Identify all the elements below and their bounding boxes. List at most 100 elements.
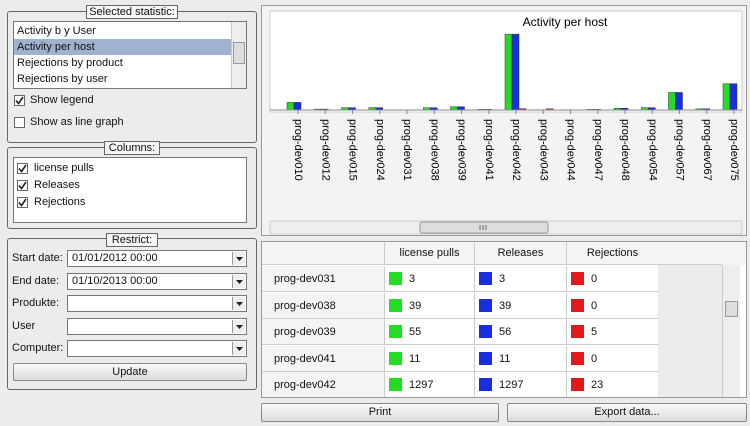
dropdown-arrow[interactable] [232,319,245,333]
bar [722,83,731,111]
color-swatch [389,325,402,338]
checkbox[interactable] [17,163,28,174]
bar [293,102,302,111]
column-label: Rejections [34,196,86,208]
x-tick-label: prog-dev038 [428,119,440,181]
bar [675,92,683,111]
table-cell: 1297 [384,372,474,397]
cell-value: 0 [591,273,598,285]
group-title: Restrict: [106,233,158,247]
scroll-thumb[interactable] [725,301,738,317]
row-header: prog-dev031 [262,266,384,292]
x-tick-label: prog-dev012 [319,119,331,181]
header-filler [722,242,746,265]
cell-value: 1297 [409,379,434,391]
bar [729,83,738,111]
field-label: Produkte: [12,297,60,309]
table-cell: 11 [474,345,566,372]
dropdown-arrow[interactable] [232,252,245,265]
scroll-thumb[interactable] [419,221,549,234]
checkbox[interactable] [17,180,28,191]
cell-value: 11 [499,352,511,365]
combo-box[interactable]: 01/10/2013 00:00 [67,272,247,290]
color-swatch [389,378,402,391]
x-tick-label: prog-dev047 [592,119,604,181]
table-cell: 55 [384,319,474,345]
table-cell: 3 [384,266,474,292]
print-button[interactable]: Print [261,403,499,422]
color-swatch [389,272,402,285]
table-filler [658,242,722,397]
combo-box[interactable] [67,317,247,335]
x-tick-label: prog-dev024 [374,119,386,181]
checkbox[interactable] [14,95,25,106]
dropdown-arrow[interactable] [232,297,245,310]
option-label: Show legend [30,94,94,106]
color-swatch [389,351,402,365]
list-item[interactable]: Rejections by user [17,73,108,85]
table-cell: 1297 [474,372,566,397]
cell-value: 3 [409,273,416,285]
checkbox[interactable] [17,197,28,208]
x-tick-label: prog-dev010 [292,119,304,181]
scroll-thumb[interactable] [233,42,245,64]
chart: Activity per host prog-dev010 prog-dev012… [269,10,743,235]
x-tick-label: prog-dev043 [537,119,549,181]
group-title: Selected statistic: [86,5,178,19]
x-tick-label: prog-dev042 [510,119,522,181]
check-mark [18,198,27,207]
x-tick-label: prog-dev039 [456,119,468,181]
table-cell: 11 [384,345,474,372]
combo-box[interactable] [67,340,247,357]
color-swatch [571,298,584,312]
statistic-list[interactable]: Activity b y User Activity per host Reject… [13,21,247,89]
bar [286,102,295,111]
cell-value: 55 [409,326,422,338]
bar [504,33,513,111]
checkbox[interactable] [14,117,25,128]
x-tick-label: prog-dev041 [483,119,495,181]
color-swatch [479,272,492,285]
field-label: Computer: [12,342,64,354]
group-title: Columns: [104,141,160,155]
cell-value: 0 [591,352,598,365]
combo-box[interactable]: 01/01/2012 00:00 [67,250,247,267]
table-cell: 5 [566,319,658,345]
combo-box[interactable] [67,295,247,312]
columns-list: license pulls Releases Rejections [13,157,247,223]
dropdown-arrow[interactable] [232,274,245,288]
data-table: license pulls Releases Rejections prog-dev0… [261,241,747,398]
color-swatch [479,298,492,312]
row-header: prog-dev042 [262,372,384,397]
x-tick-label: prog-dev067 [701,119,713,181]
cell-value: 39 [409,299,422,312]
export-button[interactable]: Export data... [507,403,747,422]
x-tick-label: prog-dev015 [347,119,359,181]
combo-value: 01/01/2012 00:00 [72,252,158,264]
cell-value: 1297 [499,379,524,391]
list-item[interactable]: Activity per host [14,39,231,55]
color-swatch [571,378,584,391]
grip [479,225,487,230]
x-tick-label: prog-dev044 [565,119,577,181]
table-cell: 3 [474,266,566,292]
v-scrollbar[interactable] [722,265,740,397]
color-swatch [571,351,584,365]
field-label: Start date: [12,252,63,264]
cell-value: 3 [499,273,506,285]
list-item[interactable]: Activity b y User [17,25,96,37]
table-cell: 0 [566,345,658,372]
list-item[interactable]: Rejections by product [17,57,123,69]
cell-value: 5 [591,326,598,338]
check-mark [18,164,27,173]
cell-value: 0 [591,299,598,312]
check-mark [18,181,27,190]
scrollbar[interactable] [231,22,246,88]
cell-value: 23 [591,379,604,391]
table-cell: 56 [474,319,566,345]
color-swatch [479,325,492,338]
dropdown-arrow[interactable] [232,342,245,355]
update-button[interactable]: Update [13,363,247,381]
field-label: User [12,319,36,332]
